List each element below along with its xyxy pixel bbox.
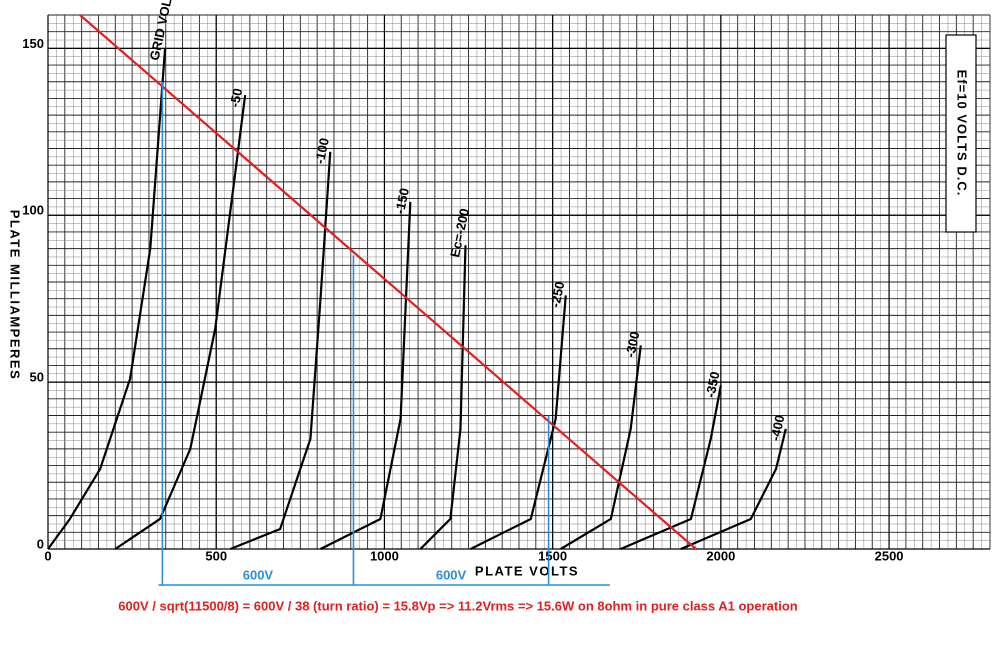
- span-label: 600V: [436, 567, 467, 582]
- span-label: 600V: [243, 567, 274, 582]
- curve-label: -150: [392, 187, 412, 216]
- y-tick-label: 100: [22, 203, 44, 218]
- x-tick-label: 1500: [538, 548, 567, 563]
- curve: [114, 94, 247, 550]
- note-box: [945, 34, 977, 233]
- curve-label: -250: [547, 280, 567, 309]
- curve-label: -50: [227, 87, 246, 109]
- y-tick-label: 50: [30, 370, 44, 385]
- curve: [320, 201, 412, 550]
- curve: [560, 345, 642, 550]
- curve-label: -350: [702, 370, 722, 399]
- curve: [419, 245, 467, 550]
- x-tick-label: 0: [44, 548, 51, 563]
- x-tick-label: 1000: [370, 548, 399, 563]
- box-note: Ef=10 VOLTS D.C.: [955, 70, 970, 197]
- curve: [680, 428, 787, 551]
- x-tick-label: 500: [205, 548, 227, 563]
- x-tick-label: 2000: [706, 548, 735, 563]
- curve: [47, 48, 167, 550]
- curve-label: -400: [767, 414, 787, 443]
- y-tick-label: 0: [37, 536, 44, 551]
- x-tick-label: 2500: [875, 548, 904, 563]
- curve-label: -300: [622, 330, 642, 359]
- y-axis-label: PLATE MILLIAMPERES: [8, 210, 23, 380]
- note: 600V / sqrt(11500/8) = 600V / 38 (turn r…: [118, 598, 797, 613]
- curve-label: -100: [312, 137, 332, 166]
- x-axis-label: PLATE VOLTS: [475, 563, 579, 578]
- y-tick-label: 150: [22, 36, 44, 51]
- curve: [470, 295, 567, 550]
- curve: [229, 151, 332, 551]
- load-line: [79, 14, 697, 550]
- curve: [620, 385, 722, 551]
